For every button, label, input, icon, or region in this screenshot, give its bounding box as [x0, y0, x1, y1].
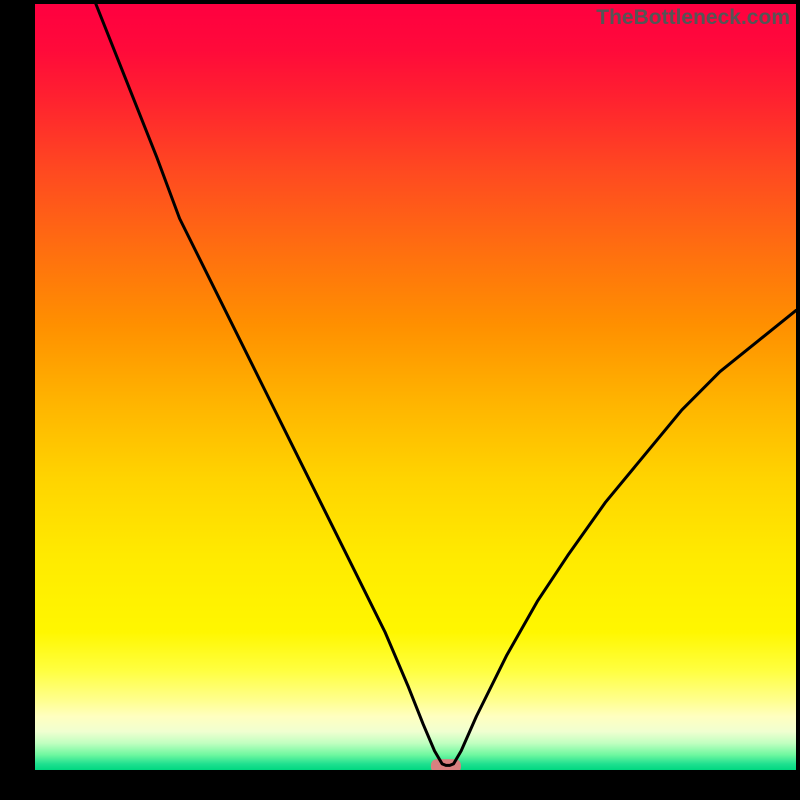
chart-svg	[0, 0, 800, 800]
bottleneck-chart: TheBottleneck.com	[0, 0, 800, 800]
plot-background	[35, 4, 796, 770]
